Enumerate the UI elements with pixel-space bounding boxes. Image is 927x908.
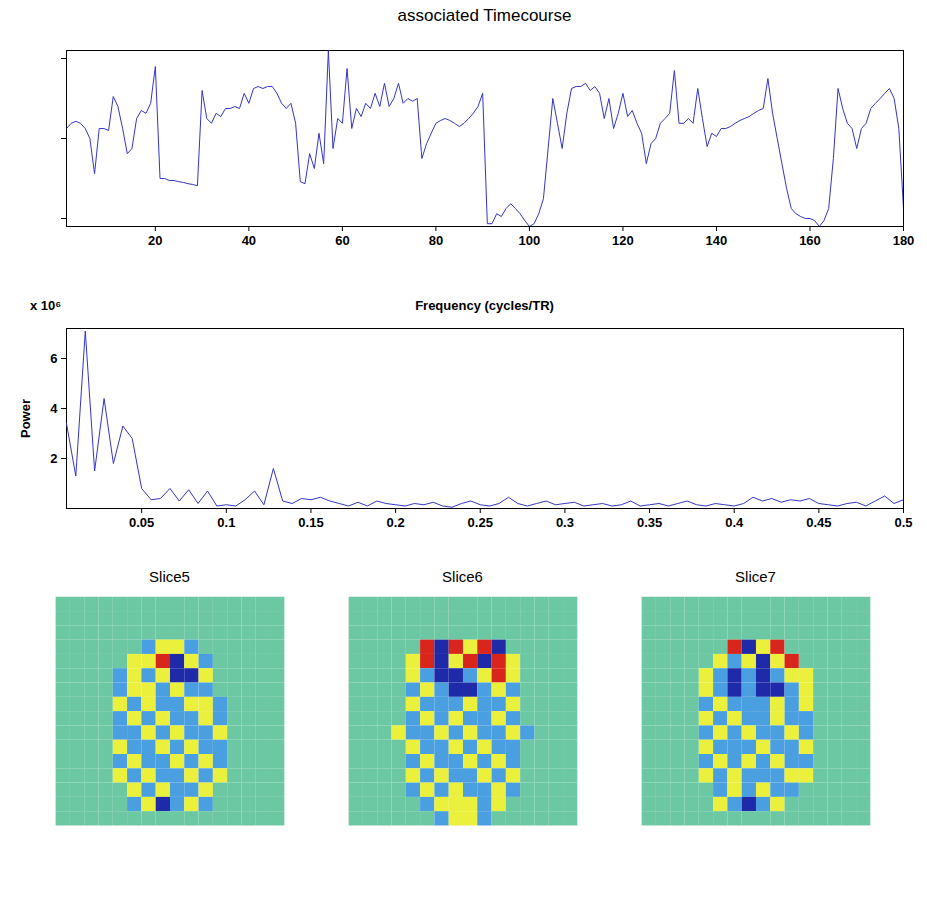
svg-text:120: 120 bbox=[612, 233, 634, 248]
svg-text:2: 2 bbox=[50, 451, 57, 466]
html-text:associated Timecourse: associated Timecourse bbox=[397, 6, 572, 25]
svg-text:160: 160 bbox=[799, 233, 821, 248]
svg-text:0.35: 0.35 bbox=[637, 515, 662, 530]
svg-text:0.05: 0.05 bbox=[129, 515, 154, 530]
svg-text:140: 140 bbox=[706, 233, 728, 248]
svg-text:80: 80 bbox=[429, 233, 443, 248]
svg-text:100: 100 bbox=[519, 233, 541, 248]
svg-text:0.2: 0.2 bbox=[387, 515, 405, 530]
svg-text:0.4: 0.4 bbox=[725, 515, 744, 530]
svg-text:0.1: 0.1 bbox=[217, 515, 235, 530]
html-text:x 10⁶: x 10⁶ bbox=[30, 298, 62, 313]
svg-text:40: 40 bbox=[242, 233, 256, 248]
svg-text:4: 4 bbox=[50, 401, 58, 416]
svg-text:6: 6 bbox=[50, 351, 57, 366]
svg-text:0.3: 0.3 bbox=[556, 515, 574, 530]
html-text:Slice6: Slice6 bbox=[442, 568, 483, 585]
svg-text:Power: Power bbox=[18, 399, 33, 438]
html-text:Slice5: Slice5 bbox=[149, 568, 190, 585]
svg-text:20: 20 bbox=[148, 233, 162, 248]
svg-text:0.25: 0.25 bbox=[468, 515, 493, 530]
svg-text:0.45: 0.45 bbox=[806, 515, 831, 530]
svg-text:60: 60 bbox=[335, 233, 349, 248]
svg-text:180: 180 bbox=[893, 233, 915, 248]
svg-text:0.5: 0.5 bbox=[894, 515, 912, 530]
html-text:Frequency (cycles/TR): Frequency (cycles/TR) bbox=[415, 298, 554, 313]
svg-text:0.15: 0.15 bbox=[298, 515, 323, 530]
html-text:Slice7: Slice7 bbox=[735, 568, 776, 585]
